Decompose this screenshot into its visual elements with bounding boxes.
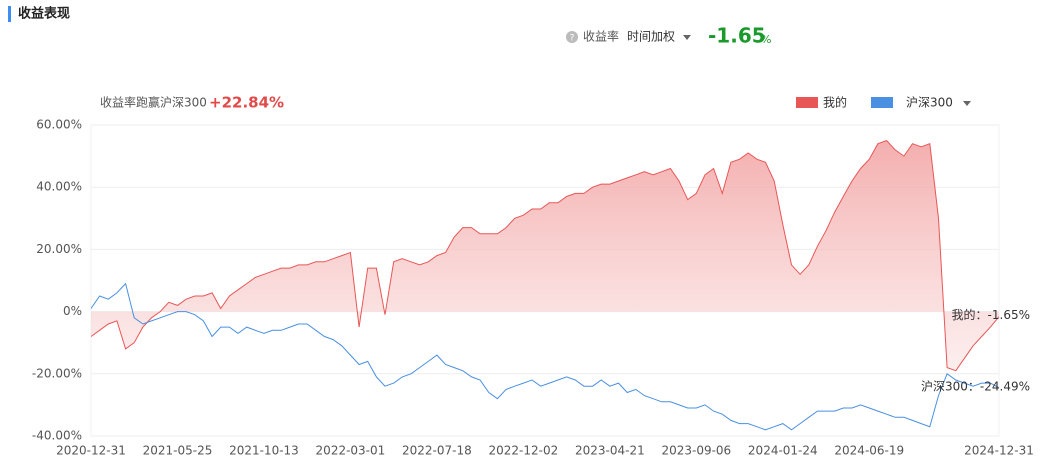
method-dropdown[interactable]: 时间加权 xyxy=(627,30,675,44)
legend-swatch[interactable] xyxy=(796,97,818,108)
x-tick-label: 2021-10-13 xyxy=(229,444,299,458)
legend-label[interactable]: 沪深300 xyxy=(906,96,953,110)
x-tick-label: 2020-12-31 xyxy=(56,444,126,458)
legend-dropdown-arrow[interactable] xyxy=(963,101,971,106)
x-tick-label: 2022-12-02 xyxy=(489,444,559,458)
x-tick-label: 2023-09-06 xyxy=(661,444,731,458)
y-tick-label: -40.00% xyxy=(32,429,82,443)
chart-subtitle: 收益率跑赢沪深300 xyxy=(100,95,207,110)
dropdown-arrow[interactable] xyxy=(683,35,691,40)
x-tick-label: 2024-12-31 xyxy=(964,444,1034,458)
x-tick-label: 2024-06-19 xyxy=(834,444,904,458)
x-tick-label: 2024-01-24 xyxy=(748,444,818,458)
end-label: 沪深300：-24.49% xyxy=(921,379,1030,393)
help-icon-mark: ? xyxy=(570,34,575,44)
y-tick-label: 40.00% xyxy=(36,180,82,194)
metric-label: 收益率 xyxy=(583,29,619,44)
help-icon[interactable] xyxy=(566,31,578,43)
x-tick-label: 2022-03-01 xyxy=(316,444,386,458)
y-tick-label: -20.00% xyxy=(32,366,82,380)
x-tick-label: 2021-05-25 xyxy=(143,444,213,458)
return-value: -1.65 xyxy=(708,24,766,48)
legend-swatch[interactable] xyxy=(871,97,893,108)
y-tick-label: 0% xyxy=(63,304,82,318)
title-bar xyxy=(8,6,11,22)
y-tick-label: 60.00% xyxy=(36,118,82,132)
return-unit: % xyxy=(761,33,771,46)
series-line xyxy=(90,140,1000,372)
excess-return: +22.84% xyxy=(209,94,284,112)
end-label: 我的：-1.65% xyxy=(952,307,1030,322)
area-fill xyxy=(91,140,999,371)
series-line xyxy=(90,282,1000,431)
y-tick-label: 20.00% xyxy=(36,242,82,256)
x-tick-label: 2022-07-18 xyxy=(402,444,472,458)
section-title: 收益表现 xyxy=(18,6,70,22)
legend-label[interactable]: 我的 xyxy=(823,95,847,110)
x-tick-label: 2023-04-21 xyxy=(575,444,645,458)
